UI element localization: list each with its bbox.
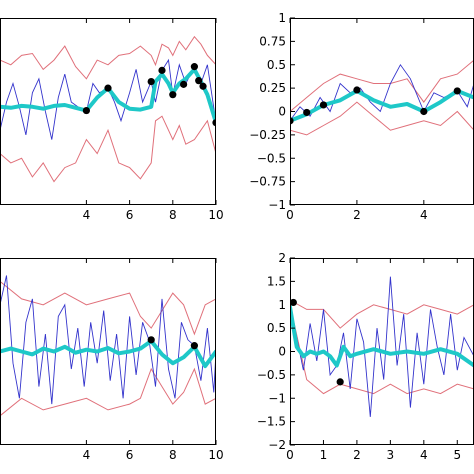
x-tick-label: 1 — [320, 448, 328, 462]
upper-band-line — [290, 59, 474, 112]
observation-point — [453, 87, 461, 95]
plot-area — [290, 59, 474, 136]
observation-point — [169, 91, 177, 99]
y-tick-label: −1 — [268, 391, 286, 405]
x-tick-label: 10 — [208, 448, 223, 462]
panel-bottom-left: 4 6 8 10 — [0, 258, 224, 462]
observation-point — [195, 77, 203, 85]
observation-point — [190, 63, 198, 71]
y-axis: −2 −1.5 −1 −0.5 0 0.5 1 1.5 2 — [257, 251, 295, 452]
x-tick-label: 5 — [453, 448, 461, 462]
observation-point — [290, 298, 297, 307]
observation-point — [82, 106, 90, 115]
x-tick-label: 3 — [387, 448, 395, 462]
observation-point — [303, 108, 311, 117]
y-tick-label: −0.5 — [257, 368, 286, 382]
plot-area — [290, 276, 474, 417]
upper-band-line — [290, 299, 474, 329]
mean-line — [0, 339, 216, 369]
x-tick-label: 0 — [286, 448, 294, 462]
y-tick-label: 0 — [278, 345, 286, 359]
x-tick-label: 2 — [353, 448, 361, 462]
x-tick-label: 6 — [126, 448, 134, 462]
observation-point — [147, 336, 155, 344]
mean-line — [0, 67, 216, 125]
y-tick-label: 1.5 — [267, 274, 286, 288]
x-tick-label: 2 — [353, 208, 361, 222]
axes-frame — [0, 18, 216, 205]
observation-point — [420, 107, 428, 116]
x-axis: 4 6 8 10 — [83, 18, 224, 222]
x-tick-label: 4 — [83, 448, 91, 462]
y-tick-label: 2 — [278, 251, 286, 265]
panel-bottom-right: 0 1 2 3 4 5 −2 −1.5 −1 −0.5 0 0.5 1 1.5 2 — [257, 251, 474, 462]
sample-line — [0, 58, 216, 140]
upper-band-line — [0, 281, 216, 336]
observation-point — [199, 82, 207, 90]
sample-line — [290, 63, 474, 122]
lower-band-line — [0, 115, 216, 183]
y-tick-label: 0.5 — [267, 321, 286, 335]
x-tick-label: 8 — [169, 448, 177, 462]
observation-point — [336, 378, 344, 386]
y-tick-label: −0.5 — [257, 151, 286, 165]
axes-frame — [0, 258, 216, 445]
y-tick-label: 1 — [278, 298, 286, 312]
sample-line — [290, 276, 474, 417]
x-tick-label: 4 — [420, 448, 428, 462]
x-axis: 0 1 2 3 4 5 — [286, 258, 461, 462]
y-tick-label: 1 — [278, 11, 286, 25]
observation-point — [353, 86, 361, 94]
plot-area — [0, 275, 216, 417]
panel-top-right: 0 2 4 −1 −0.75 −0.5 −0.25 0 0.25 0.5 0.75 1 — [249, 11, 474, 222]
x-axis: 4 6 8 10 — [83, 258, 224, 462]
observation-point — [158, 66, 166, 74]
lower-band-line — [290, 101, 474, 136]
y-tick-label: 0.5 — [267, 58, 286, 72]
upper-band-line — [0, 35, 216, 80]
y-tick-label: −1.5 — [257, 415, 286, 429]
y-tick-label: −0.25 — [249, 128, 286, 142]
x-tick-label: 8 — [169, 208, 177, 222]
plot-area — [0, 35, 216, 183]
y-tick-label: −1 — [268, 198, 286, 212]
observation-point — [190, 342, 198, 350]
y-tick-label: 0 — [278, 105, 286, 119]
x-tick-label: 10 — [208, 208, 223, 222]
observation-point — [319, 101, 328, 109]
x-tick-label: 6 — [126, 208, 134, 222]
x-tick-label: 0 — [286, 208, 294, 222]
y-tick-label: 0.75 — [259, 34, 286, 48]
observation-point — [104, 84, 112, 92]
axes-frame — [290, 18, 474, 205]
observation-point — [147, 77, 155, 86]
y-tick-label: −0.75 — [249, 175, 286, 189]
lower-band-line — [290, 304, 474, 395]
sample-line — [0, 275, 216, 405]
y-tick-label: 0.25 — [259, 81, 286, 95]
x-tick-label: 4 — [83, 208, 91, 222]
x-axis: 0 2 4 — [286, 18, 428, 222]
observation-point — [180, 80, 188, 88]
y-tick-label: −2 — [268, 438, 286, 452]
panel-top-left: 4 6 8 10 — [0, 18, 224, 222]
mean-line — [290, 305, 474, 368]
lower-band-line — [0, 367, 216, 417]
x-tick-label: 4 — [420, 208, 428, 222]
y-axis: −1 −0.75 −0.5 −0.25 0 0.25 0.5 0.75 1 — [249, 11, 295, 212]
